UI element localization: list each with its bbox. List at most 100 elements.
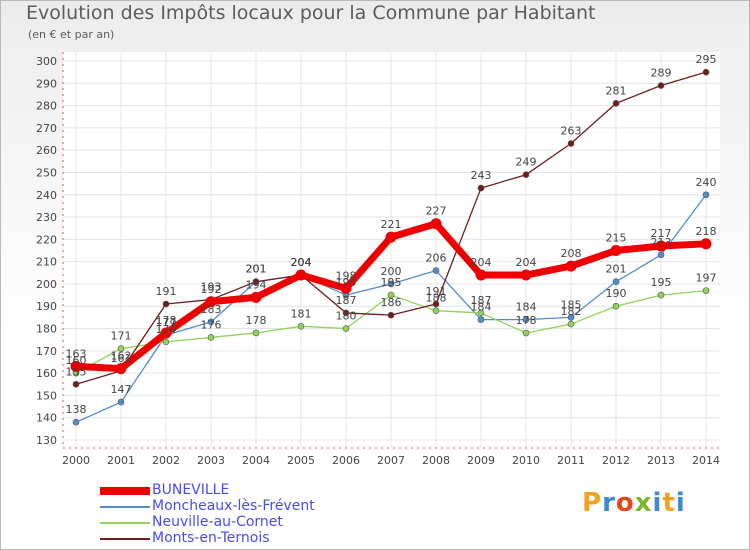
data-point xyxy=(477,184,485,192)
data-point xyxy=(522,329,530,337)
data-point xyxy=(657,251,665,259)
x-tick-label: 2006 xyxy=(332,454,360,467)
data-label: 208 xyxy=(561,247,582,260)
data-point xyxy=(160,327,172,339)
x-tick-label: 2002 xyxy=(152,454,180,467)
data-label: 186 xyxy=(381,296,402,309)
data-label: 204 xyxy=(291,256,312,269)
legend-item: Moncheaux-lès-Frévent xyxy=(100,498,400,515)
data-label: 187 xyxy=(336,294,357,307)
data-point xyxy=(387,291,395,299)
y-tick-label: 150 xyxy=(36,389,57,402)
x-tick-label: 2005 xyxy=(287,454,315,467)
x-tick-label: 2010 xyxy=(512,454,540,467)
data-point xyxy=(207,334,215,341)
data-point xyxy=(430,218,442,230)
legend: BUNEVILLE Moncheaux-lès-Frévent Neuville-a… xyxy=(100,482,400,547)
x-tick-label: 2004 xyxy=(242,454,270,467)
logo-letter: i xyxy=(652,488,663,518)
x-tick-label: 2009 xyxy=(467,454,495,467)
data-point xyxy=(477,309,485,317)
data-label: 174 xyxy=(156,323,177,336)
y-tick-label: 140 xyxy=(36,412,57,425)
legend-label: Moncheaux-lès-Frévent xyxy=(152,498,315,514)
data-point xyxy=(477,316,485,323)
data-label: 218 xyxy=(696,225,717,238)
data-label: 204 xyxy=(516,256,537,269)
data-point xyxy=(520,269,532,281)
data-point xyxy=(72,380,80,388)
y-tick-label: 130 xyxy=(36,434,57,447)
data-point xyxy=(162,338,170,346)
legend-label: Neuville-au-Cornet xyxy=(152,514,283,530)
data-label: 138 xyxy=(66,403,87,416)
data-label: 200 xyxy=(381,265,402,278)
data-point xyxy=(612,100,620,107)
logo-letter: x xyxy=(634,488,653,518)
data-label: 195 xyxy=(336,276,357,289)
logo-letter: i xyxy=(675,488,686,518)
x-tick-label: 2013 xyxy=(647,454,675,467)
data-label: 195 xyxy=(651,276,672,289)
data-label: 191 xyxy=(156,285,177,298)
data-point xyxy=(432,267,440,274)
data-label: 201 xyxy=(606,263,627,276)
data-label: 187 xyxy=(471,294,492,307)
x-tick-label: 2011 xyxy=(557,454,585,467)
data-point xyxy=(432,300,440,308)
data-label: 185 xyxy=(561,298,582,311)
data-point xyxy=(387,280,395,288)
data-label: 176 xyxy=(201,318,222,331)
data-label: 206 xyxy=(426,252,447,265)
data-point xyxy=(702,68,710,76)
x-tick-label: 2008 xyxy=(422,454,450,467)
data-label: 191 xyxy=(426,285,447,298)
data-label: 178 xyxy=(246,314,267,327)
logo-letter: t xyxy=(662,488,676,518)
data-point xyxy=(612,278,620,286)
data-label: 213 xyxy=(651,236,672,249)
y-tick-label: 260 xyxy=(36,144,57,157)
data-label: 194 xyxy=(246,278,267,291)
data-label: 295 xyxy=(696,53,717,66)
logo-letter: o xyxy=(615,488,635,518)
data-label: 198 xyxy=(336,269,357,282)
data-label: 147 xyxy=(111,383,132,396)
data-point xyxy=(205,296,217,308)
legend-swatch xyxy=(100,522,150,524)
data-point xyxy=(700,238,712,250)
data-label: 243 xyxy=(471,169,492,182)
y-tick-label: 210 xyxy=(36,256,57,269)
x-tick-label: 2014 xyxy=(692,454,720,467)
data-label: 201 xyxy=(246,263,267,276)
data-label: 184 xyxy=(516,301,537,314)
y-tick-label: 250 xyxy=(36,166,57,179)
data-point xyxy=(297,322,305,330)
data-point xyxy=(385,231,397,243)
legend-swatch xyxy=(100,487,150,495)
data-label: 249 xyxy=(516,156,537,169)
y-tick-label: 200 xyxy=(36,278,57,291)
y-tick-label: 170 xyxy=(36,345,57,358)
data-point xyxy=(567,320,575,328)
data-point xyxy=(115,363,127,375)
data-label: 177 xyxy=(156,316,177,329)
data-point xyxy=(340,282,352,294)
data-point xyxy=(657,82,665,89)
data-point xyxy=(612,302,620,310)
data-point xyxy=(70,360,82,372)
data-point xyxy=(252,278,260,286)
data-label: 195 xyxy=(381,276,402,289)
legend-item: Monts-en-Ternois xyxy=(100,530,400,547)
data-label: 217 xyxy=(651,227,672,240)
data-label: 171 xyxy=(111,330,132,343)
data-point xyxy=(252,329,260,337)
legend-item: BUNEVILLE xyxy=(100,482,400,499)
y-tick-label: 160 xyxy=(36,367,57,380)
data-point xyxy=(522,171,530,178)
data-label: 192 xyxy=(201,283,222,296)
y-tick-label: 240 xyxy=(36,189,57,202)
x-tick-label: 2001 xyxy=(107,454,135,467)
data-point xyxy=(387,311,395,319)
data-label: 178 xyxy=(156,314,177,327)
